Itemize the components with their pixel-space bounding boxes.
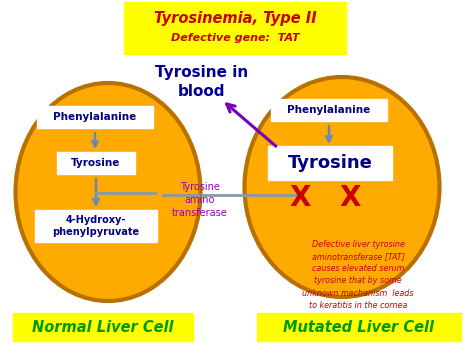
Text: X: X bbox=[289, 184, 310, 212]
Ellipse shape bbox=[16, 83, 201, 301]
Text: Defective gene:  TAT: Defective gene: TAT bbox=[171, 33, 299, 43]
FancyBboxPatch shape bbox=[37, 106, 153, 128]
Ellipse shape bbox=[245, 77, 439, 297]
Text: Tyrosinemia, Type II: Tyrosinemia, Type II bbox=[154, 11, 316, 27]
FancyBboxPatch shape bbox=[13, 313, 193, 341]
FancyBboxPatch shape bbox=[124, 2, 346, 54]
Text: Tyrosine: Tyrosine bbox=[71, 158, 121, 168]
Text: Defective liver tyrosine
aminotransferase [TAT]
causes elevated serum
tyrosine t: Defective liver tyrosine aminotransferas… bbox=[302, 240, 414, 310]
Text: Phenylalanine: Phenylalanine bbox=[287, 105, 371, 115]
Text: 4-Hydroxy-
phenylpyruvate: 4-Hydroxy- phenylpyruvate bbox=[53, 215, 139, 237]
Text: Normal Liver Cell: Normal Liver Cell bbox=[32, 320, 174, 334]
Text: Phenylalanine: Phenylalanine bbox=[54, 112, 137, 122]
Text: Tyrosine
amino
transferase: Tyrosine amino transferase bbox=[172, 182, 228, 218]
FancyBboxPatch shape bbox=[268, 146, 392, 180]
FancyBboxPatch shape bbox=[257, 313, 461, 341]
Text: Mutated Liver Cell: Mutated Liver Cell bbox=[283, 320, 435, 334]
Text: Tyrosine: Tyrosine bbox=[288, 154, 373, 172]
FancyBboxPatch shape bbox=[35, 210, 157, 242]
Text: Tyrosine in
blood: Tyrosine in blood bbox=[155, 66, 249, 98]
FancyBboxPatch shape bbox=[271, 99, 387, 121]
FancyBboxPatch shape bbox=[57, 152, 135, 174]
Text: X: X bbox=[339, 184, 361, 212]
